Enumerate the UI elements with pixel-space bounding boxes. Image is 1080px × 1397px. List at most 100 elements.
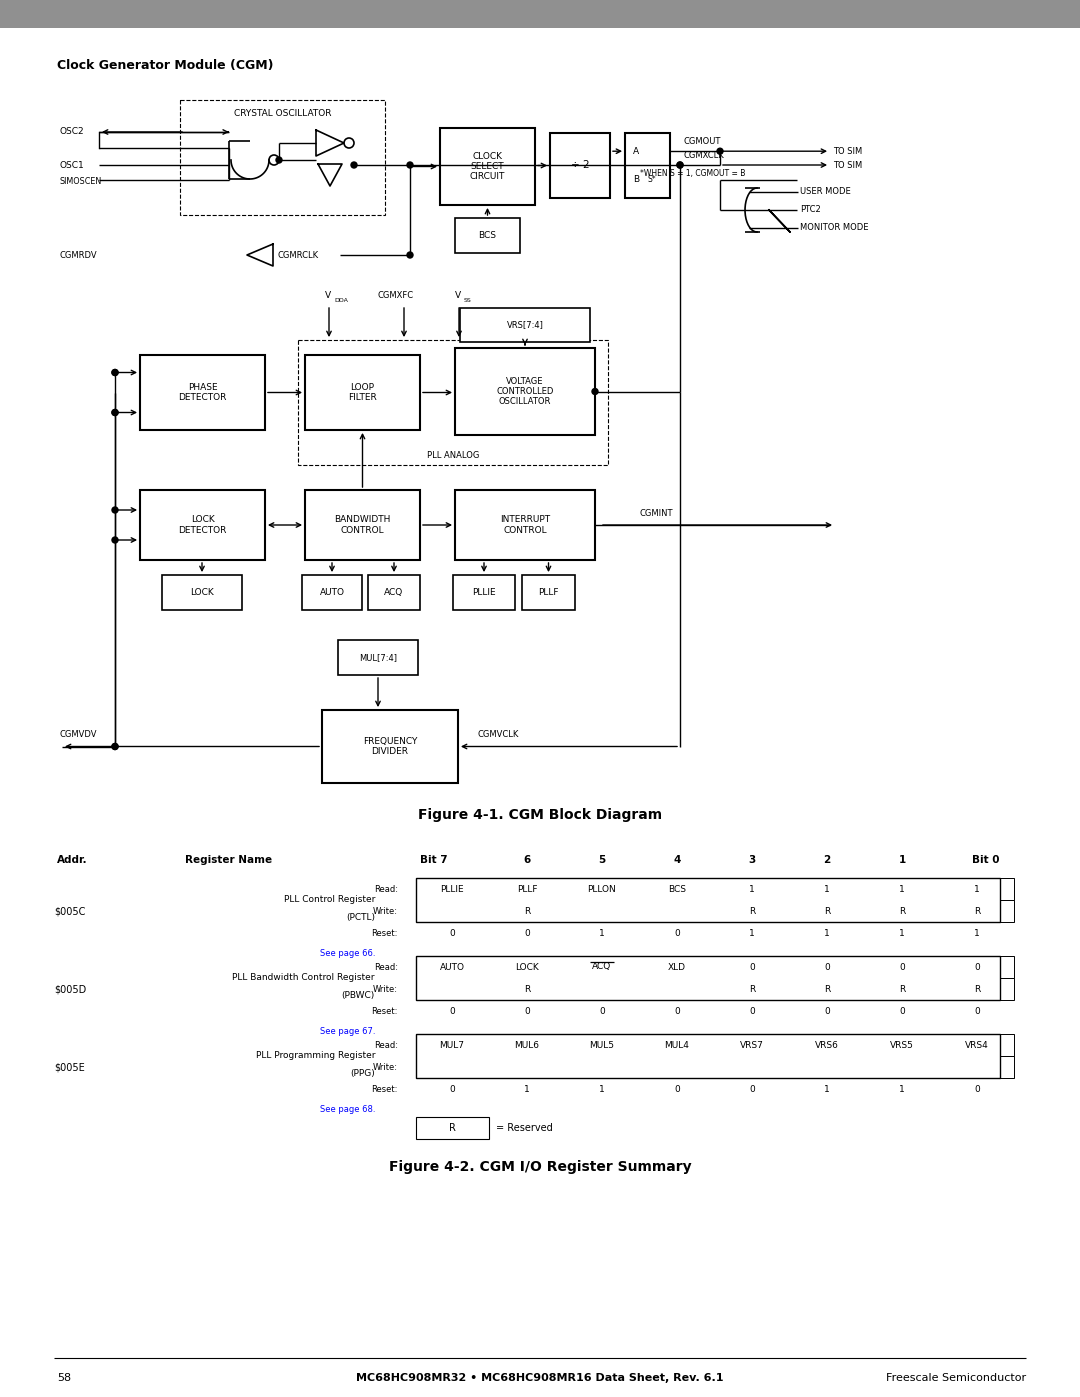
- Bar: [625, 133, 670, 198]
- Text: 1: 1: [599, 1084, 605, 1094]
- Text: Bit 7: Bit 7: [420, 855, 448, 865]
- Text: 0: 0: [824, 963, 829, 971]
- Text: CGMXFC: CGMXFC: [377, 291, 414, 299]
- Text: $005E: $005E: [55, 1062, 85, 1071]
- Text: 0: 0: [900, 1006, 905, 1016]
- Bar: [455, 348, 595, 434]
- Text: R: R: [974, 985, 981, 993]
- Text: 3: 3: [748, 855, 756, 865]
- Bar: [715, 1034, 788, 1056]
- Bar: [305, 490, 420, 560]
- Bar: [490, 1034, 564, 1056]
- Circle shape: [407, 251, 413, 258]
- Text: MUL7: MUL7: [440, 1041, 464, 1049]
- Bar: [368, 576, 420, 610]
- Bar: [490, 978, 564, 1000]
- Text: 1: 1: [900, 929, 905, 937]
- Text: Figure 4-2. CGM I/O Register Summary: Figure 4-2. CGM I/O Register Summary: [389, 1160, 691, 1173]
- Bar: [416, 956, 488, 978]
- Text: 0: 0: [674, 929, 680, 937]
- Bar: [455, 218, 519, 253]
- Text: 1: 1: [750, 929, 755, 937]
- Text: ACQ: ACQ: [384, 588, 404, 597]
- Text: VRS7: VRS7: [740, 1041, 764, 1049]
- Text: R: R: [748, 985, 755, 993]
- Text: 0: 0: [674, 1006, 680, 1016]
- Text: 1: 1: [974, 929, 980, 937]
- Text: A: A: [633, 147, 639, 155]
- Bar: [322, 710, 458, 782]
- Text: FREQUENCY
DIVIDER: FREQUENCY DIVIDER: [363, 736, 417, 756]
- Text: USER MODE: USER MODE: [800, 187, 851, 197]
- Bar: [791, 900, 864, 922]
- Bar: [416, 978, 488, 1000]
- Text: CGMINT: CGMINT: [640, 509, 674, 517]
- Text: 0: 0: [974, 963, 980, 971]
- Text: Reset:: Reset:: [372, 1006, 399, 1016]
- Text: BCS: BCS: [669, 884, 686, 894]
- Text: 1: 1: [900, 1084, 905, 1094]
- Text: PHASE
DETECTOR: PHASE DETECTOR: [178, 383, 227, 402]
- Bar: [455, 490, 595, 560]
- Bar: [566, 956, 638, 978]
- Text: S*: S*: [648, 175, 657, 184]
- Bar: [453, 576, 515, 610]
- Circle shape: [112, 743, 118, 750]
- Bar: [791, 956, 864, 978]
- Circle shape: [112, 369, 118, 376]
- Text: CGMVCLK: CGMVCLK: [478, 731, 519, 739]
- Text: 0: 0: [900, 963, 905, 971]
- Text: 1: 1: [524, 1084, 530, 1094]
- Text: R: R: [748, 907, 755, 915]
- Text: R: R: [899, 907, 905, 915]
- Text: 5: 5: [598, 855, 606, 865]
- Circle shape: [112, 369, 118, 376]
- Text: MC68HC908MR32 • MC68HC908MR16 Data Sheet, Rev. 6.1: MC68HC908MR32 • MC68HC908MR16 Data Sheet…: [356, 1373, 724, 1383]
- Text: MUL[7:4]: MUL[7:4]: [359, 652, 397, 662]
- Bar: [715, 900, 788, 922]
- Bar: [0, 0, 1080, 28]
- Text: CRYSTAL OSCILLATOR: CRYSTAL OSCILLATOR: [233, 109, 332, 119]
- Text: PLLF: PLLF: [516, 884, 537, 894]
- Text: $005C: $005C: [54, 907, 85, 916]
- Text: 0: 0: [449, 1006, 455, 1016]
- Bar: [522, 576, 575, 610]
- Text: 0: 0: [974, 1006, 980, 1016]
- Text: 0: 0: [750, 1084, 755, 1094]
- Text: 0: 0: [824, 1006, 829, 1016]
- Text: LOCK: LOCK: [515, 963, 539, 971]
- Text: V: V: [455, 291, 461, 299]
- Circle shape: [407, 162, 413, 168]
- Text: Write:: Write:: [373, 985, 399, 993]
- Bar: [416, 1034, 488, 1056]
- Bar: [715, 978, 788, 1000]
- Circle shape: [112, 536, 118, 543]
- Bar: [566, 978, 638, 1000]
- Text: (PCTL): (PCTL): [346, 914, 375, 922]
- Bar: [865, 877, 939, 900]
- Text: AUTO: AUTO: [440, 963, 464, 971]
- Text: Clock Generator Module (CGM): Clock Generator Module (CGM): [57, 59, 273, 71]
- Text: BANDWIDTH
CONTROL: BANDWIDTH CONTROL: [335, 515, 391, 535]
- Text: INTERRUPT
CONTROL: INTERRUPT CONTROL: [500, 515, 550, 535]
- Text: 0: 0: [750, 1006, 755, 1016]
- Circle shape: [592, 388, 598, 394]
- Text: MUL5: MUL5: [590, 1041, 615, 1049]
- Text: VRS[7:4]: VRS[7:4]: [507, 320, 543, 330]
- Text: 1: 1: [974, 884, 980, 894]
- Text: Addr.: Addr.: [57, 855, 87, 865]
- Bar: [640, 1034, 714, 1056]
- Text: Read:: Read:: [374, 963, 399, 971]
- Bar: [791, 877, 864, 900]
- Text: See page 67.: See page 67.: [320, 1027, 375, 1037]
- Bar: [941, 1056, 1013, 1078]
- Circle shape: [677, 162, 683, 168]
- Bar: [305, 355, 420, 430]
- Bar: [298, 339, 608, 465]
- Text: TO SIM: TO SIM: [833, 161, 862, 169]
- Text: CGMRCLK: CGMRCLK: [278, 250, 319, 260]
- Circle shape: [112, 409, 118, 415]
- Bar: [640, 956, 714, 978]
- Text: VRS5: VRS5: [890, 1041, 914, 1049]
- Bar: [715, 1056, 788, 1078]
